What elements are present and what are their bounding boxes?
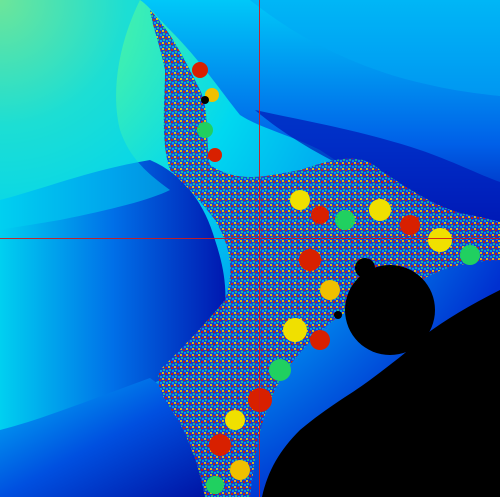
set-bulb-small xyxy=(355,258,375,278)
crosshair-horizontal xyxy=(0,238,500,239)
set-interior xyxy=(262,290,500,497)
set-bulb-tiny-2 xyxy=(334,311,342,319)
bulb-cluster xyxy=(192,62,480,494)
boundary-band xyxy=(150,10,500,497)
crosshair-vertical xyxy=(259,0,260,497)
set-bulb-tiny xyxy=(201,96,209,104)
set-bulb-main xyxy=(345,265,435,355)
left-cyan-wedge xyxy=(0,0,170,230)
upper-swirl xyxy=(250,0,500,96)
lower-blue-region xyxy=(0,160,226,455)
bottom-deep-region xyxy=(0,378,218,497)
